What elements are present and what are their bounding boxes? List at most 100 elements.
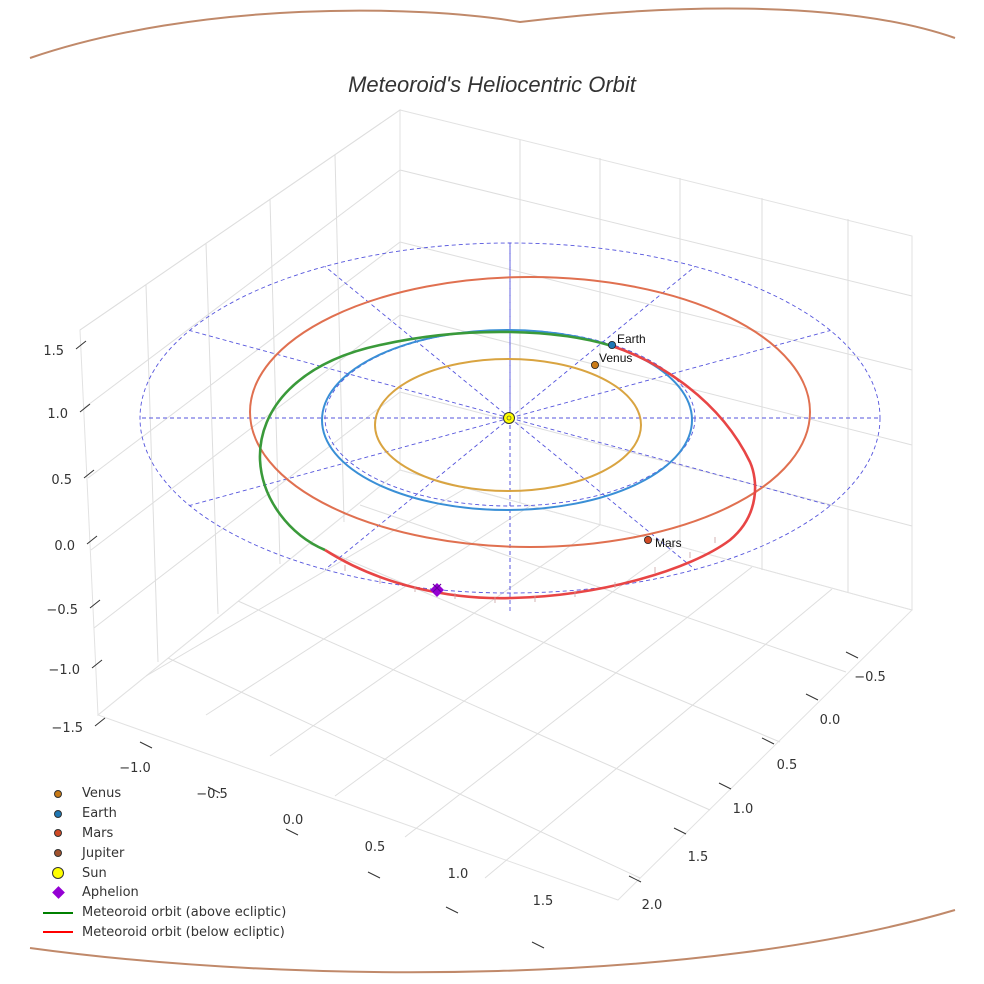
grid-line (205, 505, 531, 716)
legend-item: Aphelion (38, 883, 286, 903)
y-tick-label: 0.0 (820, 713, 841, 728)
legend-label: Jupiter (82, 845, 125, 861)
meteoroid-orbit-below (324, 344, 757, 600)
earth-orbit (321, 329, 693, 511)
x-tick-label: 0.5 (365, 840, 386, 855)
x-tick-mark (207, 786, 221, 794)
x-tick-label: −0.5 (196, 787, 228, 802)
label-mars: Mars (655, 536, 682, 550)
sun-marker (503, 412, 515, 424)
y-tick-mark (805, 693, 819, 701)
ecliptic-spoke (189, 330, 511, 419)
legend-swatch (54, 829, 62, 838)
x-tick-mark (531, 941, 545, 949)
z-tick-mark (94, 717, 106, 727)
z-tick-label: −1.0 (48, 663, 80, 678)
earth-marker (608, 340, 617, 349)
legend-item: Mars (38, 824, 286, 844)
legend-swatch (43, 911, 73, 914)
x-tick-mark (139, 741, 153, 749)
sun-core (506, 415, 512, 421)
aphelion-marker (430, 583, 444, 597)
legend: Venus Earth Mars Jupiter Sun Aphelion Meteoroi… (38, 784, 286, 942)
legend-swatch (43, 931, 73, 934)
legend-swatch (54, 789, 62, 798)
mars-orbit (249, 276, 811, 548)
chart-title: Meteoroid's Heliocentric Orbit (348, 72, 636, 97)
z-tick-mark (89, 599, 101, 609)
legend-swatch (54, 809, 62, 818)
mars-marker (644, 536, 653, 545)
legend-label: Sun (82, 865, 107, 881)
ecliptic-spoke (509, 417, 696, 570)
grid-line (237, 600, 711, 811)
planet-orbits (249, 276, 811, 548)
floor-pane (96, 469, 913, 901)
z-tick-label: 0.0 (54, 539, 75, 554)
ecliptic-spoke (509, 330, 831, 419)
legend-item: Jupiter (38, 843, 286, 863)
grid-line (334, 154, 345, 523)
z-tick-mark (86, 535, 98, 545)
ecliptic-spoke (189, 417, 511, 506)
z-axis-ticks: 1.5 1.0 0.5 0.0 −0.5 −1.0 −1.5 (43, 340, 106, 736)
grid-line (87, 241, 401, 479)
z-tick-mark (83, 469, 95, 479)
legend-key (38, 849, 78, 858)
legend-key (38, 886, 78, 900)
ecliptic-spoke (509, 417, 831, 506)
legend-key (38, 789, 78, 798)
markers (430, 340, 653, 597)
legend-item: Earth (38, 804, 286, 824)
y-tick-mark (718, 782, 732, 790)
z-tick-label: −0.5 (46, 603, 78, 618)
legend-item: Meteoroid orbit (above ecliptic) (38, 903, 286, 923)
legend-label: Mars (82, 825, 114, 841)
legend-swatch (51, 886, 65, 900)
label-venus: Venus (599, 351, 632, 365)
grid-line (79, 109, 401, 331)
y-tick-mark (845, 651, 859, 659)
legend-label: Meteoroid orbit (below ecliptic) (82, 924, 285, 940)
y-axis-ticks: −0.5 0.0 0.5 1.0 1.5 2.0 (628, 651, 886, 913)
meteoroid-orbit-above (258, 330, 613, 552)
z-tick-label: −1.5 (51, 721, 83, 736)
grid-line (334, 545, 676, 797)
venus-marker (591, 360, 600, 369)
y-tick-label: 1.5 (688, 850, 709, 865)
y-tick-label: 0.5 (777, 758, 798, 773)
legend-label: Earth (82, 806, 117, 822)
axes-panes (79, 109, 913, 901)
y-tick-mark (761, 737, 775, 745)
y-tick-mark (628, 875, 642, 883)
ecliptic-spoke (324, 417, 511, 570)
legend-key (38, 931, 78, 934)
grid-line (484, 588, 833, 879)
grid-line (399, 314, 913, 446)
z-tick-label: 0.5 (51, 473, 72, 488)
z-tick-mark (79, 403, 91, 413)
grid-line (93, 391, 401, 629)
y-tick-label: −0.5 (854, 670, 886, 685)
x-tick-label: 1.0 (448, 867, 469, 882)
legend-key (38, 809, 78, 818)
grid-line (309, 543, 781, 743)
y-tick-label: 2.0 (642, 898, 663, 913)
legend-swatch (54, 849, 62, 858)
x-axis-ticks: −1.0 −0.5 0.0 0.5 1.0 1.5 (119, 741, 553, 949)
z-tick-label: 1.0 (47, 407, 68, 422)
grid-line (399, 169, 913, 297)
legend-item: Venus (38, 784, 286, 804)
legend-label: Venus (82, 786, 122, 802)
venus-orbit (374, 358, 642, 492)
legend-key (38, 829, 78, 838)
grid-line (399, 241, 913, 371)
grid-line (205, 242, 219, 615)
grid-line (399, 391, 913, 527)
x-tick-mark (445, 906, 459, 914)
z-tick-mark (91, 659, 103, 669)
label-earth: Earth (617, 332, 646, 346)
grid-line (167, 657, 641, 879)
grid-line (269, 524, 601, 757)
